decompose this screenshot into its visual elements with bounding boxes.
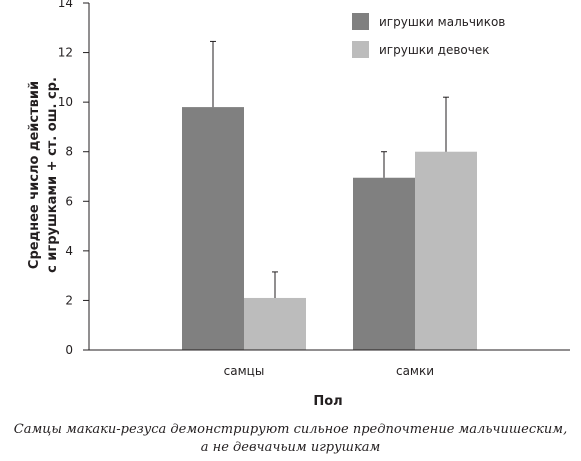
legend-label-boys-toys: игрушки мальчиков bbox=[379, 15, 505, 29]
bar-boys-toys-0 bbox=[182, 107, 244, 350]
x-axis-title: Пол bbox=[313, 394, 342, 409]
legend-swatch-boys-toys bbox=[352, 13, 369, 30]
y-tick-label: 6 bbox=[65, 194, 73, 208]
y-tick-label: 12 bbox=[58, 46, 73, 60]
bar-boys-toys-1 bbox=[353, 177, 415, 350]
y-axis-title-line-2: с игрушками + ст. ош. ср. bbox=[45, 77, 60, 273]
y-axis-title-line-1: Среднее число действий bbox=[27, 81, 42, 269]
bar-chart: Среднее число действий с игрушками + ст.… bbox=[27, 0, 570, 409]
caption-line-1: Самцы макаки-резуса демонстрируют сильно… bbox=[13, 422, 568, 437]
x-axis-tick-labels: самцы самки bbox=[224, 364, 434, 378]
bar-girls-toys-1 bbox=[415, 151, 477, 350]
y-axis-ticks: 0 2 4 6 8 10 12 14 bbox=[58, 0, 89, 357]
bars bbox=[182, 107, 477, 350]
x-tick-label: самки bbox=[396, 364, 434, 378]
y-tick-label: 4 bbox=[65, 244, 73, 258]
x-tick-label: самцы bbox=[224, 364, 265, 378]
y-tick-label: 2 bbox=[65, 293, 73, 307]
y-tick-label: 14 bbox=[58, 0, 73, 10]
y-tick-label: 8 bbox=[65, 145, 73, 159]
legend-swatch-girls-toys bbox=[352, 41, 369, 58]
y-axis-title: Среднее число действий с игрушками + ст.… bbox=[27, 77, 60, 273]
caption-line-2: а не девчачьим игрушкам bbox=[200, 440, 381, 455]
legend: игрушки мальчиков игрушки девочек bbox=[352, 13, 505, 58]
bar-girls-toys-0 bbox=[244, 297, 306, 350]
legend-label-girls-toys: игрушки девочек bbox=[379, 43, 489, 57]
y-tick-label: 10 bbox=[58, 95, 73, 109]
y-tick-label: 0 bbox=[65, 343, 73, 357]
error-bars bbox=[210, 40, 449, 298]
figure-caption: Самцы макаки-резуса демонстрируют сильно… bbox=[0, 421, 581, 457]
